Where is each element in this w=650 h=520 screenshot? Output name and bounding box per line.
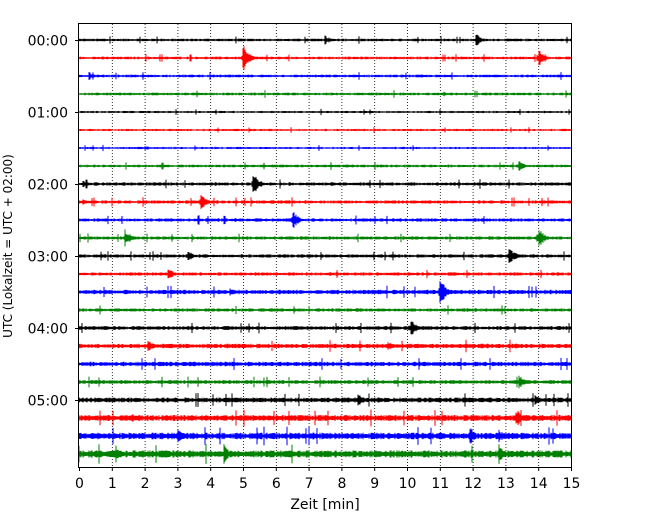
plot-frame [78,23,572,468]
x-tick-label: 4 [206,476,215,492]
x-tick-label: 5 [239,476,248,492]
y-tick-label: 05:00 [28,394,68,410]
x-axis-ticks: 0 1 2 3 4 5 6 7 8 9 10 11 12 13 14 15 [75,467,580,492]
x-tick-label: 1 [108,476,117,492]
y-tick-label: 04:00 [28,322,68,338]
x-tick-label: 11 [431,476,449,492]
x-tick-label: 15 [563,476,581,492]
x-tick-label: 2 [141,476,150,492]
y-tick-label: 00:00 [28,34,68,50]
y-tick-label: 03:00 [28,250,68,266]
x-tick-label: 10 [399,476,417,492]
y-tick-label: 02:00 [28,178,68,194]
grid-lines [111,24,540,467]
x-tick-label: 3 [173,476,182,492]
y-axis-label: UTC (Lokalzeit = UTC + 02:00) [1,154,15,338]
x-tick-label: 6 [272,476,281,492]
x-tick-label: 12 [464,476,482,492]
x-tick-label: 7 [305,476,314,492]
x-tick-label: 13 [497,476,515,492]
x-tick-label: 14 [530,476,548,492]
x-tick-label: 8 [337,476,346,492]
y-axis-ticks: 00:00 01:00 02:00 03:00 04:00 05:00 [28,34,79,410]
x-tick-label: 0 [75,476,84,492]
x-tick-label: 9 [370,476,379,492]
x-axis-label: Zeit [min] [290,497,359,513]
y-tick-label: 01:00 [28,106,68,122]
